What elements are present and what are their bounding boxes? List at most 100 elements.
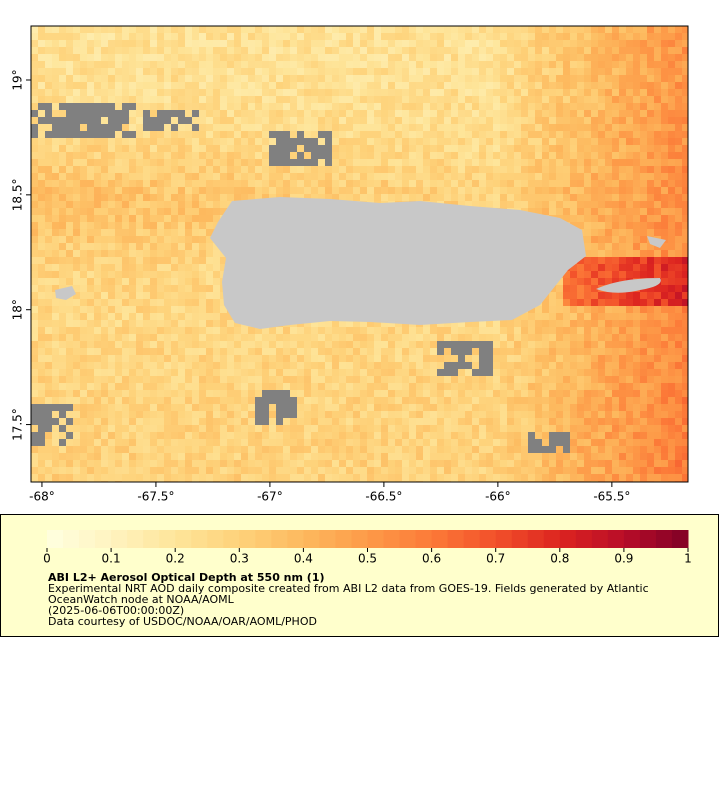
aod-cell xyxy=(38,54,45,61)
aod-cell xyxy=(87,215,94,222)
aod-cell xyxy=(325,376,332,383)
aod-cell xyxy=(80,96,87,103)
aod-cell xyxy=(297,131,304,138)
aod-cell xyxy=(220,47,227,54)
aod-cell xyxy=(45,327,52,334)
aod-cell xyxy=(52,201,59,208)
aod-cell xyxy=(437,369,444,376)
aod-cell xyxy=(220,299,227,306)
aod-cell xyxy=(94,131,101,138)
aod-cell xyxy=(199,369,206,376)
aod-cell xyxy=(129,194,136,201)
aod-cell xyxy=(31,222,38,229)
aod-cell xyxy=(122,152,129,159)
aod-cell xyxy=(192,362,199,369)
aod-cell xyxy=(290,47,297,54)
aod-cell xyxy=(353,341,360,348)
aod-cell xyxy=(654,299,661,306)
aod-cell xyxy=(479,110,486,117)
aod-cell xyxy=(577,166,584,173)
aod-cell xyxy=(528,362,535,369)
aod-cell xyxy=(682,229,688,236)
aod-cell xyxy=(297,103,304,110)
aod-cell xyxy=(437,131,444,138)
aod-cell xyxy=(192,145,199,152)
aod-cell xyxy=(31,82,38,89)
aod-cell xyxy=(479,362,486,369)
aod-cell xyxy=(262,96,269,103)
aod-cell xyxy=(493,320,500,327)
aod-cell xyxy=(206,201,213,208)
aod-cell xyxy=(38,159,45,166)
aod-cell xyxy=(185,236,192,243)
aod-cell xyxy=(535,201,542,208)
aod-cell xyxy=(38,250,45,257)
aod-cell xyxy=(654,271,661,278)
aod-cell xyxy=(339,103,346,110)
aod-cell xyxy=(38,222,45,229)
aod-cell xyxy=(339,124,346,131)
aod-cell xyxy=(276,390,283,397)
aod-cell xyxy=(542,313,549,320)
aod-cell xyxy=(269,369,276,376)
aod-cell xyxy=(304,40,311,47)
aod-cell xyxy=(59,390,66,397)
aod-cell xyxy=(248,159,255,166)
aod-cell xyxy=(59,194,66,201)
aod-cell xyxy=(381,362,388,369)
aod-cell xyxy=(45,355,52,362)
aod-cell xyxy=(682,26,688,33)
aod-cell xyxy=(297,390,304,397)
aod-cell xyxy=(619,299,626,306)
aod-cell xyxy=(444,369,451,376)
aod-cell xyxy=(269,89,276,96)
aod-cell xyxy=(521,173,528,180)
aod-cell xyxy=(675,103,682,110)
aod-cell xyxy=(80,229,87,236)
aod-cell xyxy=(178,369,185,376)
aod-cell xyxy=(283,173,290,180)
aod-cell xyxy=(297,152,304,159)
aod-cell xyxy=(262,124,269,131)
aod-cell xyxy=(178,124,185,131)
aod-cell xyxy=(395,82,402,89)
aod-cell xyxy=(164,103,171,110)
aod-cell xyxy=(332,376,339,383)
aod-cell xyxy=(255,159,262,166)
aod-cell xyxy=(255,89,262,96)
aod-cell xyxy=(591,47,598,54)
aod-cell xyxy=(626,26,633,33)
aod-cell xyxy=(619,110,626,117)
aod-cell xyxy=(101,47,108,54)
aod-cell xyxy=(374,61,381,68)
aod-cell xyxy=(570,145,577,152)
aod-cell xyxy=(381,33,388,40)
aod-cell xyxy=(192,383,199,390)
aod-cell xyxy=(304,383,311,390)
aod-cell xyxy=(521,89,528,96)
aod-cell xyxy=(675,75,682,82)
aod-cell xyxy=(157,166,164,173)
aod-cell xyxy=(535,320,542,327)
aod-cell xyxy=(171,54,178,61)
aod-cell xyxy=(143,299,150,306)
aod-cell xyxy=(143,89,150,96)
aod-cell xyxy=(122,82,129,89)
aod-cell xyxy=(633,222,640,229)
aod-cell xyxy=(157,278,164,285)
aod-cell xyxy=(381,145,388,152)
aod-cell xyxy=(493,201,500,208)
aod-cell xyxy=(171,355,178,362)
aod-cell xyxy=(150,110,157,117)
aod-cell xyxy=(472,75,479,82)
aod-cell xyxy=(150,355,157,362)
aod-cell xyxy=(563,33,570,40)
aod-cell xyxy=(675,201,682,208)
aod-cell xyxy=(332,131,339,138)
aod-cell xyxy=(164,222,171,229)
aod-cell xyxy=(283,152,290,159)
aod-cell xyxy=(668,124,675,131)
aod-cell xyxy=(129,292,136,299)
aod-cell xyxy=(80,278,87,285)
aod-cell xyxy=(353,61,360,68)
